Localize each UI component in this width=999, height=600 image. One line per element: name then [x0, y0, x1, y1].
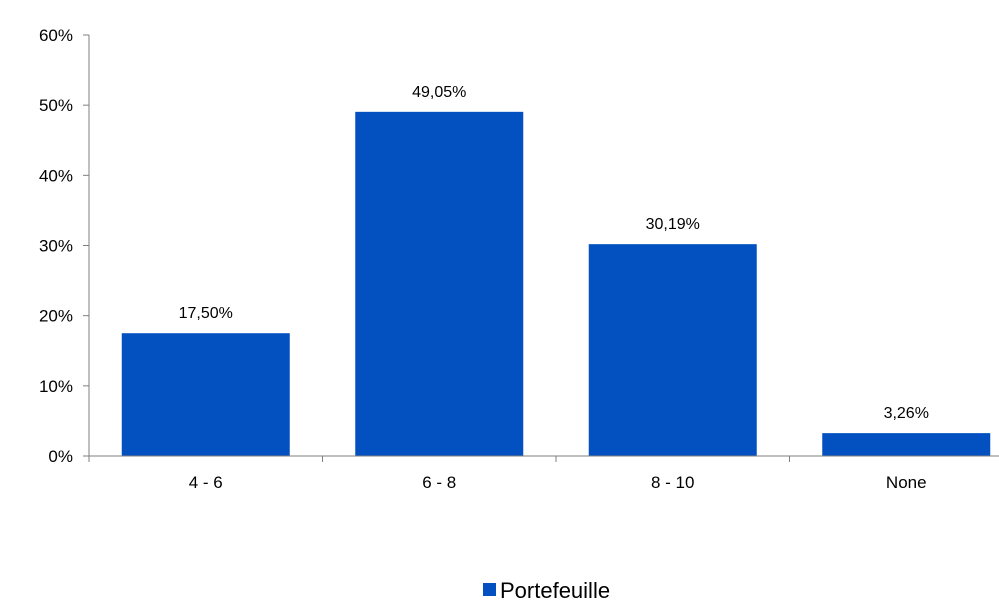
- legend: Portefeuille: [483, 578, 610, 600]
- y-tick-label: 40%: [39, 166, 73, 185]
- bar: [588, 244, 757, 456]
- bars: [121, 111, 991, 457]
- y-tick-label: 30%: [39, 237, 73, 256]
- data-label: 3,26%: [884, 405, 929, 422]
- y-tick-label: 60%: [39, 26, 73, 45]
- data-label: 17,50%: [179, 305, 233, 322]
- x-axis-ticks: 4 - 6 6 - 8 8 - 10 None: [88, 456, 927, 492]
- data-labels: 17,50% 49,05% 30,19% 3,26%: [179, 84, 929, 422]
- bar: [355, 111, 524, 457]
- y-tick-label: 10%: [39, 377, 73, 396]
- x-tick-label: None: [886, 473, 927, 492]
- y-axis-ticks: 0% 10% 20% 30% 40% 50% 60%: [39, 26, 89, 466]
- x-tick-label: 8 - 10: [651, 473, 694, 492]
- x-tick-label: 6 - 8: [422, 473, 456, 492]
- bar: [121, 333, 290, 456]
- axes: [88, 35, 999, 457]
- data-label: 49,05%: [412, 84, 466, 101]
- legend-swatch: [483, 583, 496, 596]
- x-tick-label: 4 - 6: [189, 473, 223, 492]
- y-tick-label: 50%: [39, 96, 73, 115]
- y-tick-label: 20%: [39, 307, 73, 326]
- data-label: 30,19%: [646, 216, 700, 233]
- bar: [822, 433, 991, 456]
- legend-label: Portefeuille: [500, 578, 610, 600]
- y-tick-label: 0%: [48, 447, 73, 466]
